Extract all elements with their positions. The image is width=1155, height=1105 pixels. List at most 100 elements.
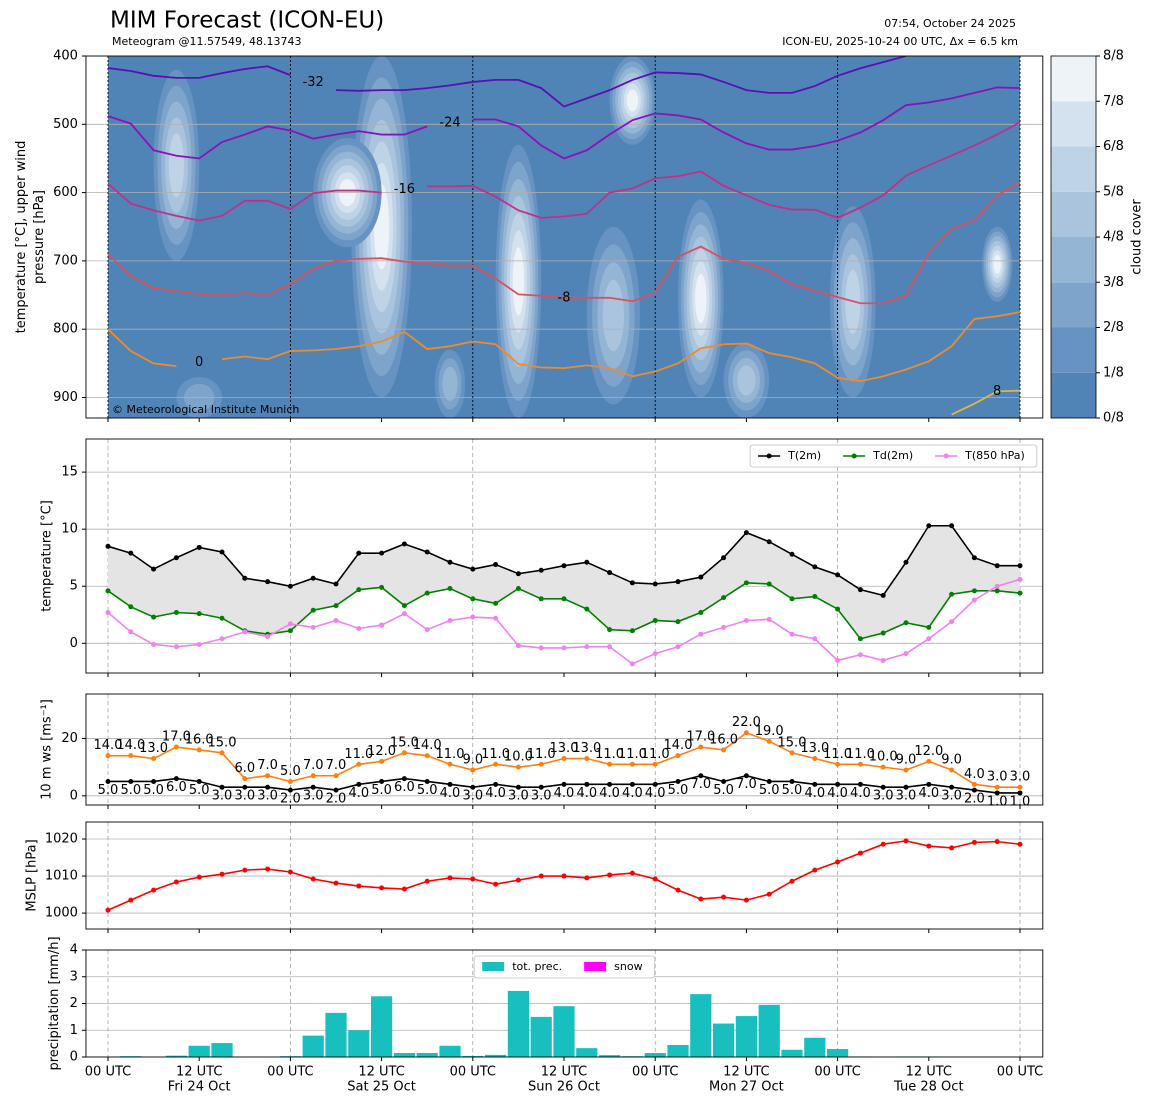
value-label: 16.0	[709, 732, 738, 747]
plot-frame	[85, 693, 1044, 806]
data-point	[1017, 784, 1023, 790]
data-point	[105, 753, 111, 759]
plot-layer	[85, 950, 1043, 1057]
data-point	[1017, 790, 1023, 796]
legend-swatch	[584, 962, 607, 971]
y-tick-label: 800	[53, 322, 78, 337]
y-tick-label: 900	[53, 390, 78, 405]
data-point	[607, 570, 613, 576]
cloud-cover-area	[737, 365, 756, 396]
y-tick-label: 700	[53, 253, 78, 268]
value-label: 7.0	[326, 758, 347, 773]
value-label: 3.0	[531, 789, 552, 804]
colorbar-tick-label: 3/8	[1103, 275, 1124, 290]
plot-layer: -32 -24 -16 -8 0 8	[85, 56, 1043, 418]
data-point	[242, 867, 248, 873]
data-point	[607, 644, 613, 650]
bar	[484, 1054, 507, 1057]
value-label: 3.0	[257, 789, 278, 804]
data-point	[333, 880, 339, 886]
data-point	[903, 838, 909, 844]
series-line	[107, 86, 1021, 160]
y-tick-label: 2	[70, 996, 78, 1011]
colorbar-label: cloud cover	[1130, 199, 1145, 275]
value-label: 4.0	[348, 786, 369, 801]
data-point	[607, 872, 613, 878]
data-point	[379, 584, 385, 590]
colorbar-band	[1051, 282, 1096, 328]
data-point	[903, 620, 909, 626]
data-point	[629, 661, 635, 667]
data-point	[470, 596, 476, 602]
data-point	[835, 572, 841, 578]
data-point	[926, 781, 932, 787]
value-label: 5.0	[143, 783, 164, 798]
x-tick-label: 00 UTC	[267, 1065, 313, 1080]
data-point	[880, 592, 886, 598]
value-label: 11.0	[618, 747, 647, 762]
value-label: 11.0	[527, 747, 556, 762]
data-point	[128, 753, 134, 759]
data-point	[310, 575, 316, 581]
value-label: 5.0	[98, 783, 119, 798]
data-point	[515, 764, 521, 770]
legend-swatch	[482, 962, 505, 971]
bar	[758, 1004, 780, 1057]
data-point	[584, 559, 590, 565]
data-point	[926, 523, 932, 529]
isotherm-label: 0	[195, 355, 203, 370]
data-point	[493, 761, 499, 767]
data-point	[675, 887, 681, 893]
data-point	[310, 773, 316, 779]
data-point	[470, 566, 476, 572]
value-label: 15.0	[778, 735, 807, 750]
y-tick-label: 1010	[45, 869, 78, 884]
data-point	[971, 555, 977, 561]
data-point	[994, 839, 1000, 845]
cloud-cover-area	[602, 280, 625, 352]
value-label: 12.0	[367, 744, 396, 759]
data-point	[219, 549, 225, 555]
legend-marker	[943, 453, 949, 459]
bar	[462, 1055, 484, 1057]
bar	[735, 1016, 758, 1057]
data-point	[812, 756, 818, 762]
data-point	[584, 644, 590, 650]
value-label: 7.0	[303, 758, 324, 773]
value-label: 16.0	[185, 732, 214, 747]
bar	[165, 1055, 188, 1057]
data-point	[743, 580, 749, 586]
value-label: 5.0	[189, 783, 210, 798]
data-point	[766, 778, 772, 784]
data-point	[1017, 590, 1023, 596]
value-label: 13.0	[572, 741, 601, 756]
data-point	[721, 555, 727, 561]
isotherm-label: -16	[394, 182, 415, 197]
y-tick-label: 400	[53, 49, 78, 64]
data-point	[698, 773, 704, 779]
title: MIM Forecast (ICON-EU)	[110, 8, 384, 34]
data-point	[789, 596, 795, 602]
legend-label: tot. prec.	[512, 960, 562, 973]
data-point	[721, 624, 727, 630]
data-point	[903, 767, 909, 773]
data-point	[561, 596, 567, 602]
data-point	[812, 564, 818, 570]
data-point	[538, 596, 544, 602]
data-point	[515, 643, 521, 649]
data-point	[401, 603, 407, 609]
data-point	[287, 787, 293, 793]
data-point	[698, 744, 704, 750]
data-point	[424, 590, 430, 596]
value-label: 14.0	[94, 738, 123, 753]
x-tick-label: 12 UTC	[723, 1065, 769, 1080]
data-point	[607, 781, 613, 787]
value-label: 2.0	[280, 792, 301, 807]
data-point	[880, 784, 886, 790]
value-label: 11.0	[641, 747, 670, 762]
value-label: 3.0	[234, 789, 255, 804]
bar	[348, 1030, 370, 1057]
plot-layer	[85, 822, 1043, 929]
plot-area	[85, 439, 1043, 673]
data-point	[333, 787, 339, 793]
